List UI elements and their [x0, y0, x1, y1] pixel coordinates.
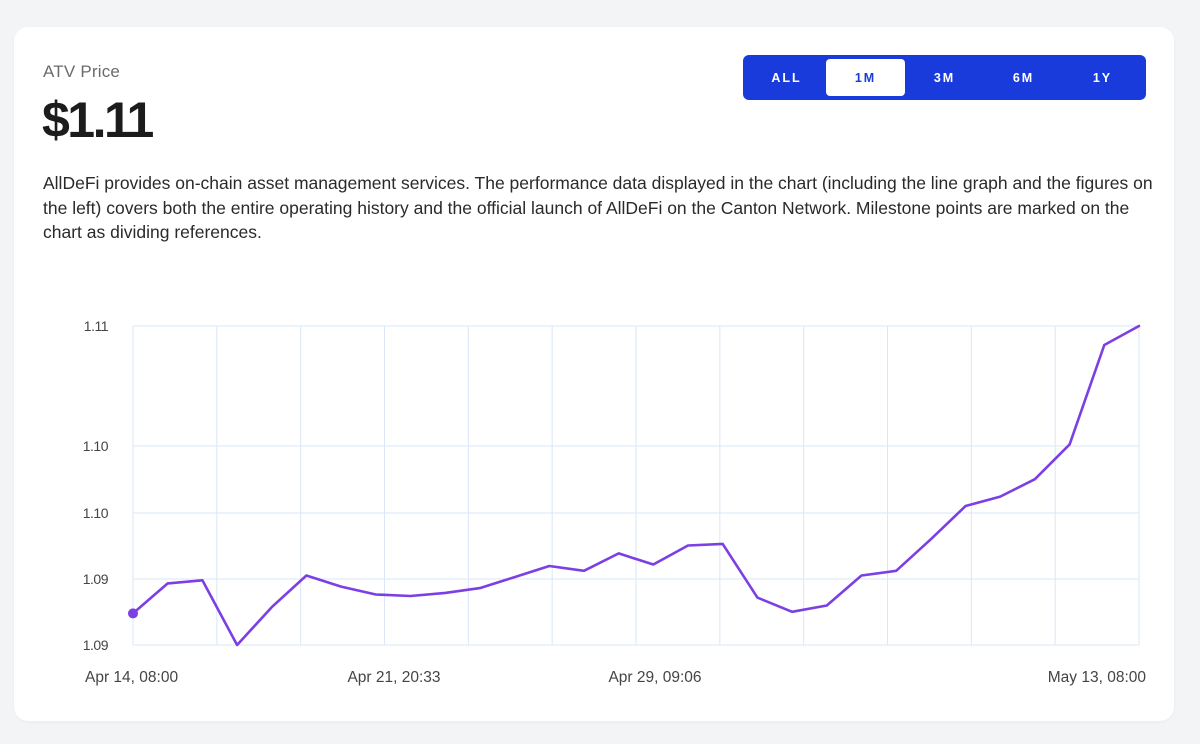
description: AllDeFi provides on-chain asset manageme…: [43, 173, 1153, 242]
time-range-selector: ALL 1M 3M 6M 1Y: [743, 55, 1146, 100]
x-tick-label: Apr 29, 09:06: [608, 669, 701, 686]
y-tick-label: 1.10: [83, 505, 109, 521]
x-tick-label: May 13, 08:00: [1048, 669, 1147, 686]
x-axis-ticks: Apr 14, 08:00 Apr 21, 20:33 Apr 29, 09:06 M…: [85, 669, 1146, 686]
current-price: $1.11: [42, 92, 154, 148]
range-1m-button[interactable]: 1M: [826, 59, 905, 96]
range-1y-button[interactable]: 1Y: [1092, 70, 1113, 85]
y-tick-label: 1.11: [84, 318, 109, 334]
price-card: ATV Price $1.11 ALL 1M 3M 6M 1Y AllDeFi …: [14, 27, 1174, 721]
price-series-line: [131, 324, 1141, 647]
x-tick-label: Apr 14, 08:00: [85, 669, 178, 686]
y-tick-label: 1.09: [83, 637, 109, 653]
y-tick-label: 1.09: [83, 571, 109, 587]
asset-label: ATV Price: [43, 62, 121, 81]
series-start-point: [128, 608, 138, 619]
range-3m-button[interactable]: 3M: [933, 70, 956, 85]
y-axis-ticks: 1.11 1.10 1.10 1.09 1.09: [83, 318, 109, 653]
y-tick-label: 1.10: [83, 438, 109, 454]
range-all-button[interactable]: ALL: [771, 70, 802, 85]
x-tick-label: Apr 21, 20:33: [347, 669, 440, 686]
range-6m-button[interactable]: 6M: [1012, 70, 1035, 85]
